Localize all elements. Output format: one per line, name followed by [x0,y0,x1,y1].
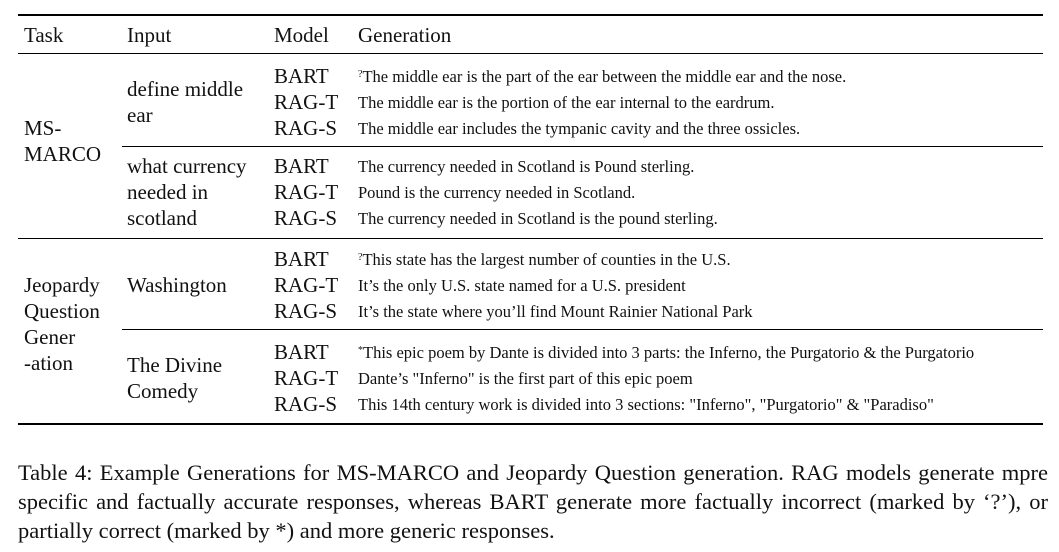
input-cell-what-currency: what currency needed in scotland [127,153,247,231]
generation-text: ?The middle ear is the part of the ear b… [358,67,847,86]
task-line: Jeopardy [24,273,100,297]
partial-marker: * [358,345,363,356]
header-generation: Generation [358,23,452,47]
table-top-rule [18,14,1043,16]
input-line: ear [127,103,153,127]
model-label: RAG-T [274,90,339,114]
task-line: Gener [24,325,76,349]
model-label: RAG-S [274,392,338,416]
input-line: The Divine [127,353,223,377]
task-line: MS- [24,116,62,140]
table-bottom-rule [18,423,1043,425]
model-label: BART [274,64,329,88]
generation-text: The middle ear includes the tympanic cav… [358,119,801,138]
input-line: needed in [127,180,209,204]
generation-text: This 14th century work is divided into 3… [358,395,934,414]
task-line: MARCO [24,142,102,166]
model-label: RAG-T [274,273,339,297]
input-cell-divine-comedy: The Divine Comedy [127,352,222,404]
task-line: -ation [24,351,73,375]
table-caption: Table 4: Example Generations for MS-MARC… [18,460,1048,543]
model-label: RAG-S [274,206,338,230]
model-label: RAG-T [274,366,339,390]
model-label: RAG-S [274,299,338,323]
generation-text: The currency needed in Scotland is the p… [358,209,718,228]
jeopardy-item-separator [122,329,1043,330]
generation-text: It’s the state where you’ll find Mount R… [358,302,753,321]
generation-text: Pound is the currency needed in Scotland… [358,183,636,202]
model-label: BART [274,340,329,364]
input-line: scotland [127,206,197,230]
input-line: Washington [127,273,227,297]
header-model: Model [274,23,329,47]
model-label: RAG-T [274,180,339,204]
ms-marco-item-separator [122,146,1043,147]
header-task: Task [24,23,64,47]
input-line: define middle [127,77,244,101]
input-line: what currency [127,154,247,178]
generation-text: The currency needed in Scotland is Pound… [358,157,695,176]
input-cell-washington: Washington [127,272,227,298]
task-cell-jeopardy: Jeopardy Question Gener -ation [24,272,100,376]
task-cell-ms-marco: MS- MARCO [24,115,101,167]
incorrect-marker: ? [358,69,363,80]
input-cell-define-middle-ear: define middle ear [127,76,243,128]
model-label: RAG-S [274,116,338,140]
generation-text: Dante’s "Inferno" is the first part of t… [358,369,693,388]
model-label: BART [274,247,329,271]
header-rule [18,53,1043,54]
generation-text: It’s the only U.S. state named for a U.S… [358,276,686,295]
generation-text: *This epic poem by Dante is divided into… [358,343,975,362]
incorrect-marker: ? [358,252,363,263]
task-line: Question [24,299,100,323]
model-label: BART [274,154,329,178]
header-input: Input [127,23,172,47]
group-separator-rule [18,238,1043,239]
input-line: Comedy [127,379,199,403]
generation-text: The middle ear is the portion of the ear… [358,93,775,112]
generation-text: ?This state has the largest number of co… [358,250,731,269]
